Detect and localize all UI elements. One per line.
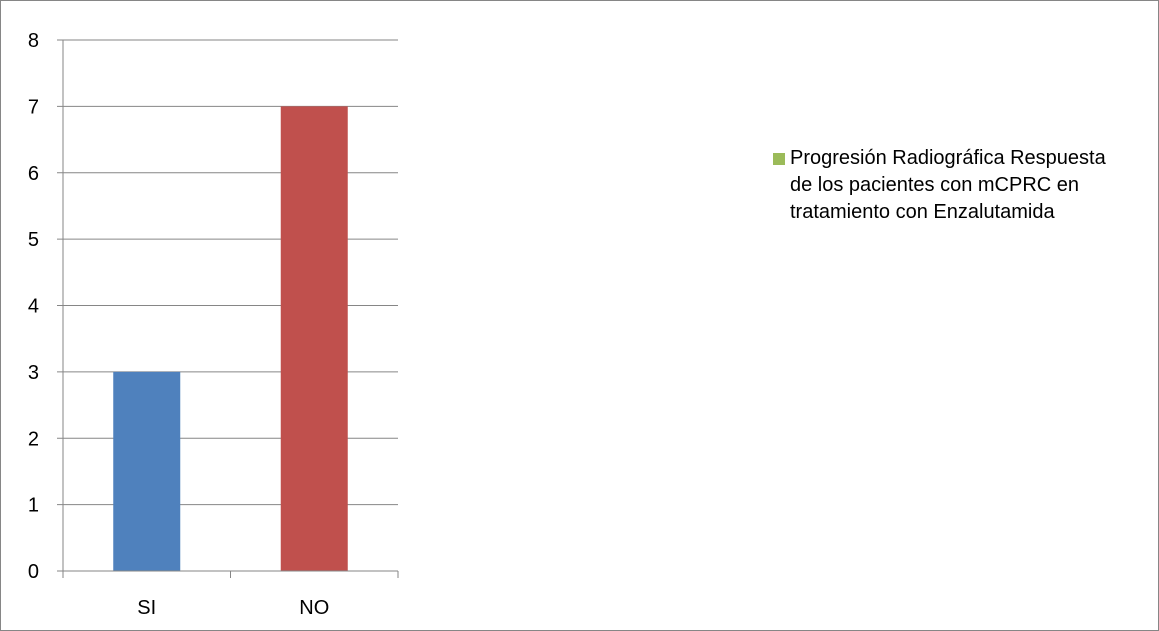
y-tick-label: 7: [28, 96, 39, 118]
y-tick-label: 5: [28, 229, 39, 251]
axes: [57, 39, 399, 578]
bar-no: [280, 106, 348, 571]
y-tick-label: 6: [28, 163, 39, 185]
x-tick-labels: SI NO: [137, 597, 329, 619]
legend: Progresión Radiográfica Respuesta de los…: [773, 145, 1133, 226]
legend-swatch: [773, 153, 785, 165]
bar-si: [113, 371, 181, 571]
x-tick-label: SI: [137, 597, 156, 619]
y-tick-label: 1: [28, 495, 39, 517]
bars: [113, 106, 348, 571]
y-tick-label: 0: [28, 561, 39, 583]
y-tick-label: 4: [28, 296, 39, 318]
y-tick-label: 3: [28, 362, 39, 384]
y-tick-labels: 0 1 2 3 4 5 6 7 8: [28, 30, 39, 583]
y-tick-label: 2: [28, 428, 39, 450]
x-tick-label: NO: [299, 597, 329, 619]
legend-label: Progresión Radiográfica Respuesta de los…: [790, 147, 1106, 223]
y-tick-label: 8: [28, 30, 39, 52]
